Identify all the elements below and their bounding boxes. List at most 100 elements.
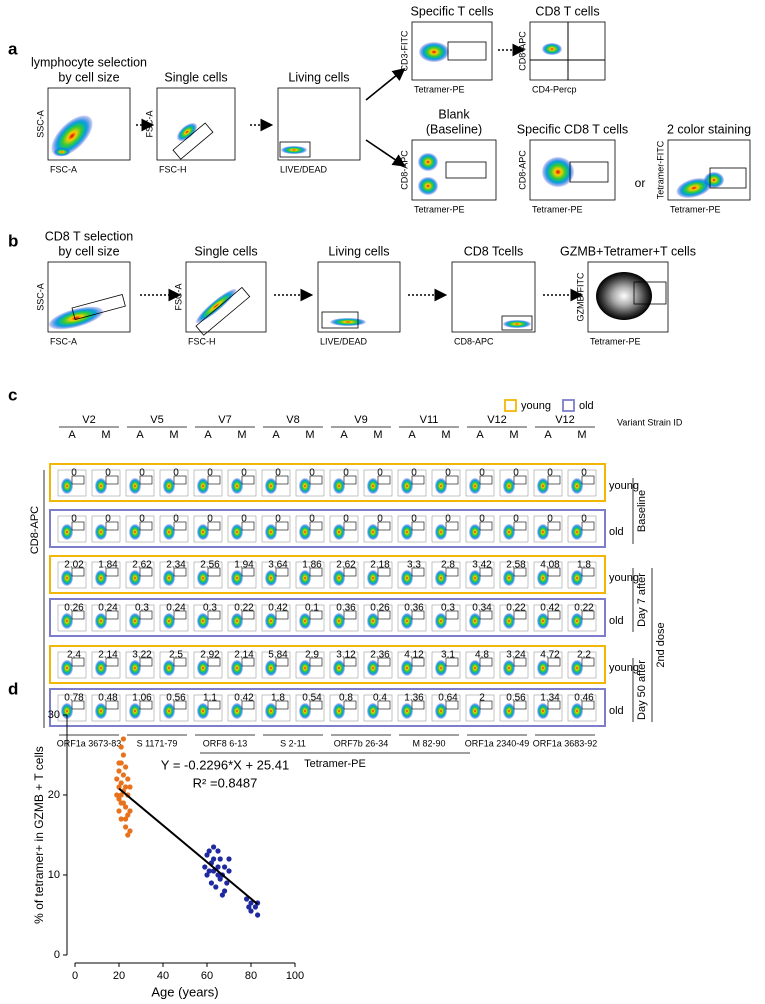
percentage-label: 0.36 xyxy=(404,603,424,614)
density-blob xyxy=(537,660,549,676)
data-point xyxy=(219,892,225,898)
density-blob xyxy=(163,524,175,540)
data-point xyxy=(252,904,258,910)
percentage-label: 0 xyxy=(309,514,315,525)
density-blob xyxy=(401,570,413,586)
density-blob xyxy=(48,306,104,330)
data-point xyxy=(116,796,122,802)
subcolumn-label: A xyxy=(544,429,552,441)
gate xyxy=(241,567,255,577)
data-point xyxy=(211,856,217,862)
data-point xyxy=(127,828,133,834)
gate xyxy=(411,521,425,531)
density-blob xyxy=(197,703,209,719)
density-blob xyxy=(435,524,447,540)
percentage-label: 0 xyxy=(173,514,179,525)
percentage-label: 0 xyxy=(241,468,247,479)
gate xyxy=(569,161,609,183)
data-point xyxy=(215,872,221,878)
data-point xyxy=(123,824,129,830)
gate xyxy=(173,521,187,531)
data-point xyxy=(118,816,124,822)
y-axis-label: CD3-FITC xyxy=(399,30,409,71)
gate xyxy=(207,521,221,531)
gate xyxy=(633,281,667,305)
data-point xyxy=(202,864,208,870)
gate xyxy=(377,610,391,620)
data-point xyxy=(116,768,122,774)
gate xyxy=(581,657,595,667)
timepoint-label: Day 50 after xyxy=(636,660,648,720)
density-blob xyxy=(503,703,515,719)
data-point xyxy=(118,800,124,806)
gate xyxy=(581,610,595,620)
density-blob xyxy=(333,660,345,676)
plot-title: Living cells xyxy=(328,244,389,258)
x-axis-label: FSC-A xyxy=(50,164,77,174)
density-blob xyxy=(401,703,413,719)
data-point xyxy=(118,792,124,798)
density-blob xyxy=(333,524,345,540)
percentage-label: 3.12 xyxy=(336,650,356,661)
density-blob xyxy=(129,524,141,540)
flow-plot: CD8 T cells CD4-Percp CD8-APC xyxy=(517,4,606,94)
variant-label: V2 xyxy=(82,414,95,426)
percentage-label: 0.26 xyxy=(370,603,390,614)
gate xyxy=(411,475,425,485)
gate xyxy=(581,567,595,577)
gate xyxy=(411,700,425,710)
percentage-label: 1.1 xyxy=(203,693,217,704)
density-blob xyxy=(163,478,175,494)
density-blob xyxy=(469,570,481,586)
data-point xyxy=(116,760,122,766)
gate xyxy=(343,567,357,577)
percentage-label: 1.94 xyxy=(234,560,254,571)
density-blob xyxy=(503,660,515,676)
data-point xyxy=(116,808,122,814)
data-point xyxy=(206,868,212,874)
row-frame xyxy=(49,555,606,594)
gate xyxy=(275,700,289,710)
percentage-label: 1.84 xyxy=(98,560,118,571)
density-blob xyxy=(163,703,175,719)
density-blob xyxy=(503,613,515,629)
density-blob xyxy=(503,478,515,494)
data-point xyxy=(226,868,232,874)
data-point xyxy=(217,876,223,882)
percentage-label: 0.22 xyxy=(574,603,594,614)
density-blob xyxy=(367,703,379,719)
gate xyxy=(173,475,187,485)
percentage-label: 0.56 xyxy=(506,693,526,704)
density-blob xyxy=(537,524,549,540)
plot-title: by cell size xyxy=(58,70,119,84)
percentage-label: 0 xyxy=(445,468,451,479)
subcolumn-label: A xyxy=(136,429,144,441)
density-blob xyxy=(299,524,311,540)
percentage-label: 4.12 xyxy=(404,650,424,661)
percentage-label: 4.08 xyxy=(540,560,560,571)
density-blob xyxy=(197,524,209,540)
percentage-label: 0 xyxy=(241,514,247,525)
epitope-label: ORF1a 3683-92 xyxy=(533,738,598,748)
x-tick-label: 40 xyxy=(157,970,169,982)
density-blob xyxy=(61,660,73,676)
y-axis-label: CD8-APC xyxy=(29,506,41,554)
gate xyxy=(411,567,425,577)
density-blob xyxy=(704,172,724,188)
epitope-label: M 82-90 xyxy=(412,738,445,748)
density-blob xyxy=(231,703,243,719)
density-blob xyxy=(571,478,583,494)
density-blob xyxy=(333,570,345,586)
percentage-label: 0 xyxy=(173,468,179,479)
data-point xyxy=(120,752,126,758)
gate xyxy=(173,700,187,710)
epitope-label: S 1171-79 xyxy=(137,738,178,748)
gate xyxy=(105,657,119,667)
gate xyxy=(139,521,153,531)
y-axis-label: Tetramer-FITC xyxy=(655,140,665,199)
density-blob xyxy=(571,524,583,540)
gate xyxy=(105,567,119,577)
percentage-label: 0.1 xyxy=(305,603,319,614)
x-axis-label: Tetramer-PE xyxy=(590,336,641,346)
plot-title: 2 color staining xyxy=(667,122,751,136)
